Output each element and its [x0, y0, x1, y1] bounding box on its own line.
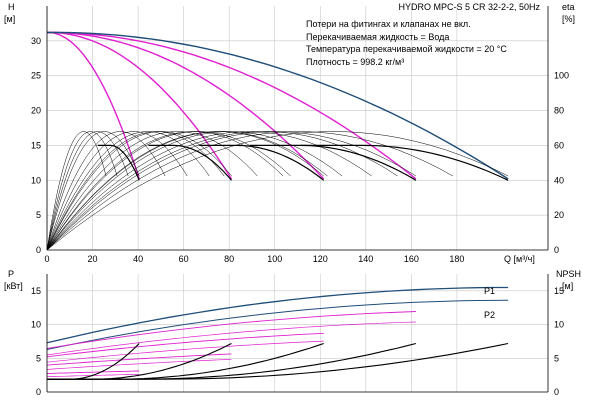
head-axis-label: H: [8, 2, 15, 12]
power-axis-unit: [кВт]: [4, 281, 23, 291]
power-tick-label-0: 0: [36, 387, 41, 397]
power-axis-label: P: [8, 269, 14, 279]
npsh-curve-5-pumps: [47, 342, 509, 380]
power-reduced-p2-3: [46, 340, 324, 363]
eta-curve-2-pumps-3: [46, 131, 166, 251]
eta-tick-label-2: 40: [554, 175, 564, 185]
eta-curve-3-pumps-0: [46, 131, 324, 251]
eta-tick-label-1: 20: [554, 210, 564, 220]
head-tick-label-5: 25: [31, 71, 41, 81]
head-curve-5-pumps: [46, 31, 509, 180]
x-tick-label-0: 0: [44, 254, 49, 264]
x-tick-label-6: 120: [313, 254, 328, 264]
flow-axis-label: Q [м³/ч]: [504, 254, 535, 264]
head-tick-label-3: 15: [31, 140, 41, 150]
eta-curve-3-pumps-1: [46, 131, 291, 251]
power-reduced-p1-4: [46, 311, 416, 349]
eta-curve-1-pumps-0: [46, 131, 140, 251]
head-axis-unit: [м]: [4, 14, 15, 24]
power-curve-p2: [46, 299, 509, 350]
head-curve-3-pumps: [47, 31, 325, 180]
npsh-tick-label-2: 10: [554, 320, 564, 330]
npsh-tick-label-0: 0: [554, 387, 559, 397]
x-tick-label-9: 180: [449, 254, 464, 264]
power-reduced-p1-3: [46, 332, 324, 358]
head-curve-1-pumps: [47, 31, 140, 180]
eta-curve-1-pumps-3: [46, 131, 107, 251]
power-reduced-p1-1: [46, 370, 140, 374]
eta-main-2-pumps: [148, 144, 232, 181]
x-tick-label-3: 60: [179, 254, 189, 264]
x-tick-label-5: 100: [267, 254, 282, 264]
npsh-axis-unit: [м]: [562, 281, 573, 291]
x-tick-label-4: 80: [224, 254, 234, 264]
eta-tick-label-3: 60: [554, 140, 564, 150]
npsh-tick-label-3: 15: [554, 286, 564, 296]
head-tick-label-4: 20: [31, 106, 41, 116]
axis-layer: 0 20 40 60 80 100 120 140 160 1800510152025300204…: [31, 6, 569, 397]
eta-curve-3-pumps-3: [46, 131, 225, 251]
power-tick-label-3: 15: [31, 286, 41, 296]
x-tick-label-2: 40: [133, 254, 143, 264]
annotation-line-3: Температура перекачиваемой жидкости = 20…: [306, 44, 507, 54]
head-tick-label-2: 10: [31, 175, 41, 185]
eta-main-5-pumps: [300, 144, 509, 181]
eta-curve-4-pumps-0: [46, 131, 417, 251]
eta-main-3-pumps: [199, 144, 325, 181]
eta-curve-4-pumps-1: [46, 131, 372, 251]
x-tick-label-7: 140: [358, 254, 373, 264]
eta-axis-unit: [%]: [562, 14, 575, 24]
eta-curve-4-pumps-3: [46, 131, 284, 251]
npsh-curve-2-pumps: [47, 343, 232, 380]
eta-curve-5-pumps-3: [46, 131, 343, 251]
eta-axis-label: eta: [562, 2, 575, 12]
power-tick-label-2: 10: [31, 320, 41, 330]
head-tick-label-6: 30: [31, 36, 41, 46]
head-tick-label-0: 0: [36, 245, 41, 255]
annotation-line-1: Потери на фитингах и клапанах не вкл.: [306, 19, 471, 29]
eta-tick-label-4: 80: [554, 106, 564, 116]
annotation-line-4: Плотность = 998.2 кг/м³: [306, 57, 404, 67]
power-reduced-p2-4: [46, 321, 416, 356]
power-reduced-p2-2: [46, 358, 232, 370]
eta-curve-2-pumps-1: [46, 131, 210, 251]
curve-layer: [46, 31, 509, 380]
grid-layer: [46, 6, 548, 393]
head-tick-label-1: 5: [36, 210, 41, 220]
eta-curve-5-pumps-1: [46, 131, 453, 251]
npsh-tick-label-1: 5: [554, 353, 559, 363]
head-curve-4-pumps: [47, 31, 417, 180]
x-tick-label-8: 160: [404, 254, 419, 264]
eta-main-4-pumps: [249, 144, 417, 181]
npsh-curve-1-pumps: [47, 343, 140, 380]
eta-tick-label-5: 100: [554, 71, 569, 81]
chart-title: HYDRO MPC-S 5 CR 32-2-2, 50Hz: [398, 2, 540, 12]
eta-tick-label-0: 0: [554, 245, 559, 255]
legend-p1: P1: [484, 286, 495, 296]
legend-p2: P2: [484, 310, 495, 320]
power-tick-label-1: 5: [36, 353, 41, 363]
power-curve-p1: [46, 286, 509, 344]
annotation-line-2: Перекачиваемая жидкость = Вода: [306, 32, 449, 42]
power-reduced-p1-2: [46, 353, 232, 366]
eta-curve-1-pumps-1: [46, 131, 129, 251]
npsh-curve-3-pumps: [47, 342, 324, 380]
npsh-axis-label: NPSH: [556, 269, 581, 279]
head-curve-2-pumps: [47, 31, 233, 180]
x-tick-label-1: 20: [88, 254, 98, 264]
eta-curve-5-pumps-0: [46, 131, 509, 251]
